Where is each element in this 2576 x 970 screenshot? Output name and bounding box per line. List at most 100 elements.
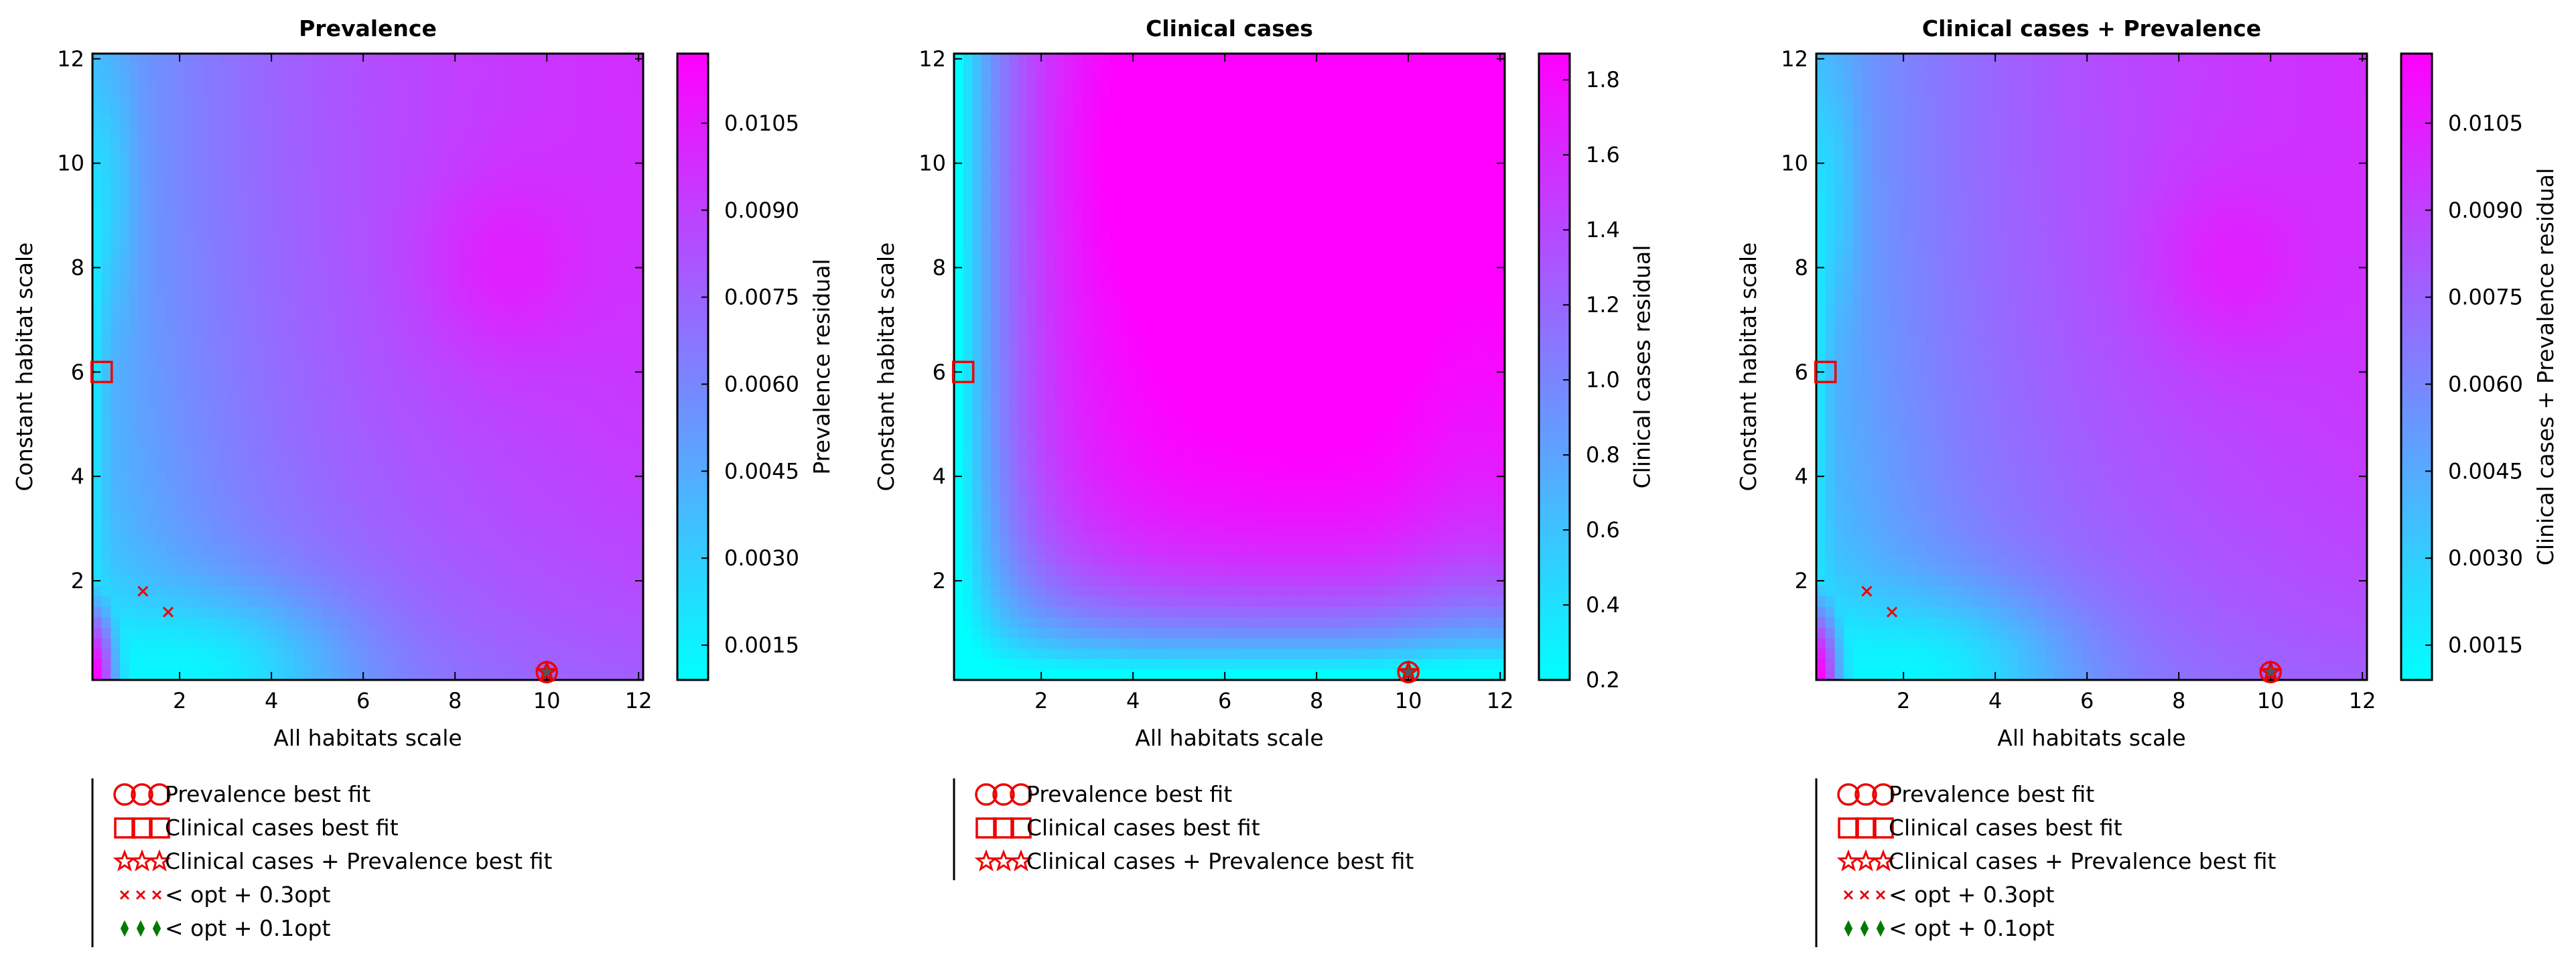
heatmap-cell [496, 377, 506, 389]
heatmap-cell [523, 95, 534, 107]
y-tick-label: 10 [57, 151, 84, 176]
heatmap-cell [138, 387, 148, 399]
heatmap-cell [569, 127, 580, 138]
heatmap-cell [120, 575, 130, 587]
heatmap-cell [312, 189, 323, 200]
heatmap-cell [496, 492, 506, 503]
heatmap-cell [1193, 147, 1203, 159]
heatmap-cell [1128, 116, 1138, 127]
heatmap-cell [423, 64, 433, 75]
heatmap-cell [193, 273, 203, 284]
heatmap-cell [294, 273, 304, 284]
heatmap-cell [202, 481, 212, 493]
heatmap-cell [1220, 220, 1230, 232]
heatmap-cell [212, 137, 222, 148]
colorbar-swatch [677, 135, 708, 142]
heatmap-cell [404, 648, 415, 660]
heatmap-cell [303, 189, 314, 200]
heatmap-cell [101, 314, 111, 326]
heatmap-cell [193, 325, 203, 336]
heatmap-cell [239, 575, 249, 587]
heatmap-cell [1201, 116, 1212, 127]
heatmap-cell [322, 127, 332, 138]
heatmap-cell [230, 565, 240, 576]
heatmap-cell [569, 617, 580, 628]
heatmap-cell [276, 575, 286, 587]
heatmap-cell [1349, 179, 1359, 190]
heatmap-cell [1357, 127, 1368, 138]
heatmap-cell [579, 648, 589, 660]
heatmap-cell [954, 105, 964, 117]
heatmap-cell [606, 638, 616, 649]
heatmap-cell [569, 84, 580, 96]
heatmap-cell [523, 366, 534, 378]
heatmap-cell [413, 460, 423, 472]
heatmap-cell [496, 512, 506, 524]
heatmap-cell [220, 481, 231, 493]
heatmap-cell [129, 262, 139, 273]
heatmap-cell [285, 585, 295, 597]
heatmap-cell [1119, 200, 1129, 211]
heatmap-cell [267, 325, 277, 336]
heatmap-cell [468, 544, 478, 555]
heatmap-cell [588, 241, 598, 253]
heatmap-cell [349, 648, 359, 660]
heatmap-cell [1091, 210, 1101, 221]
heatmap-cell [340, 84, 350, 96]
heatmap-cell [138, 304, 148, 316]
heatmap-cell [1404, 179, 1414, 190]
heatmap-cell [349, 157, 359, 169]
heatmap-cell [496, 366, 506, 378]
heatmap-cell [496, 230, 506, 242]
heatmap-cell [560, 606, 570, 618]
heatmap-cell [92, 544, 103, 555]
heatmap-cell [1018, 200, 1028, 211]
heatmap-cell [312, 471, 323, 482]
heatmap-cell [606, 408, 616, 420]
heatmap-cell [569, 64, 580, 75]
heatmap-cell [624, 429, 634, 441]
heatmap-cell [340, 366, 350, 378]
heatmap-cell [533, 575, 543, 587]
heatmap-cell [303, 419, 314, 430]
heatmap-cell [1055, 220, 1065, 232]
heatmap-cell [202, 669, 212, 681]
heatmap-cell [468, 471, 478, 482]
heatmap-cell [138, 638, 148, 649]
heatmap-cell [606, 95, 616, 107]
heatmap-cell [533, 200, 543, 211]
heatmap-cell [368, 283, 378, 295]
heatmap-cell [560, 64, 570, 75]
heatmap-cell [358, 450, 368, 462]
heatmap-cell [1018, 157, 1028, 169]
heatmap-cell [120, 512, 130, 524]
heatmap-cell [276, 283, 286, 295]
heatmap-cell [212, 533, 222, 545]
heatmap-cell [1330, 168, 1340, 180]
heatmap-cell [431, 544, 442, 555]
heatmap-cell [551, 439, 561, 451]
heatmap-cell [496, 335, 506, 346]
heatmap-cell [129, 481, 139, 493]
heatmap-cell [478, 387, 488, 399]
heatmap-cell [101, 168, 111, 180]
heatmap-cell [202, 179, 212, 190]
heatmap-cell [138, 606, 148, 618]
heatmap-cell [441, 492, 451, 503]
heatmap-cell [267, 617, 277, 628]
heatmap-cell [322, 512, 332, 524]
heatmap-cell [533, 555, 543, 566]
heatmap-cell [1367, 189, 1377, 200]
heatmap-cell [533, 544, 543, 555]
heatmap-cell [92, 230, 103, 242]
heatmap-cell [404, 628, 415, 639]
heatmap-cell [1101, 230, 1111, 242]
heatmap-cell [285, 481, 295, 493]
heatmap-cell [156, 585, 167, 597]
heatmap-cell [386, 544, 396, 555]
heatmap-cell [413, 512, 423, 524]
colorbar-swatch [677, 385, 708, 393]
heatmap-cell [175, 366, 185, 378]
heatmap-cell [963, 64, 973, 75]
heatmap-cell [579, 168, 589, 180]
